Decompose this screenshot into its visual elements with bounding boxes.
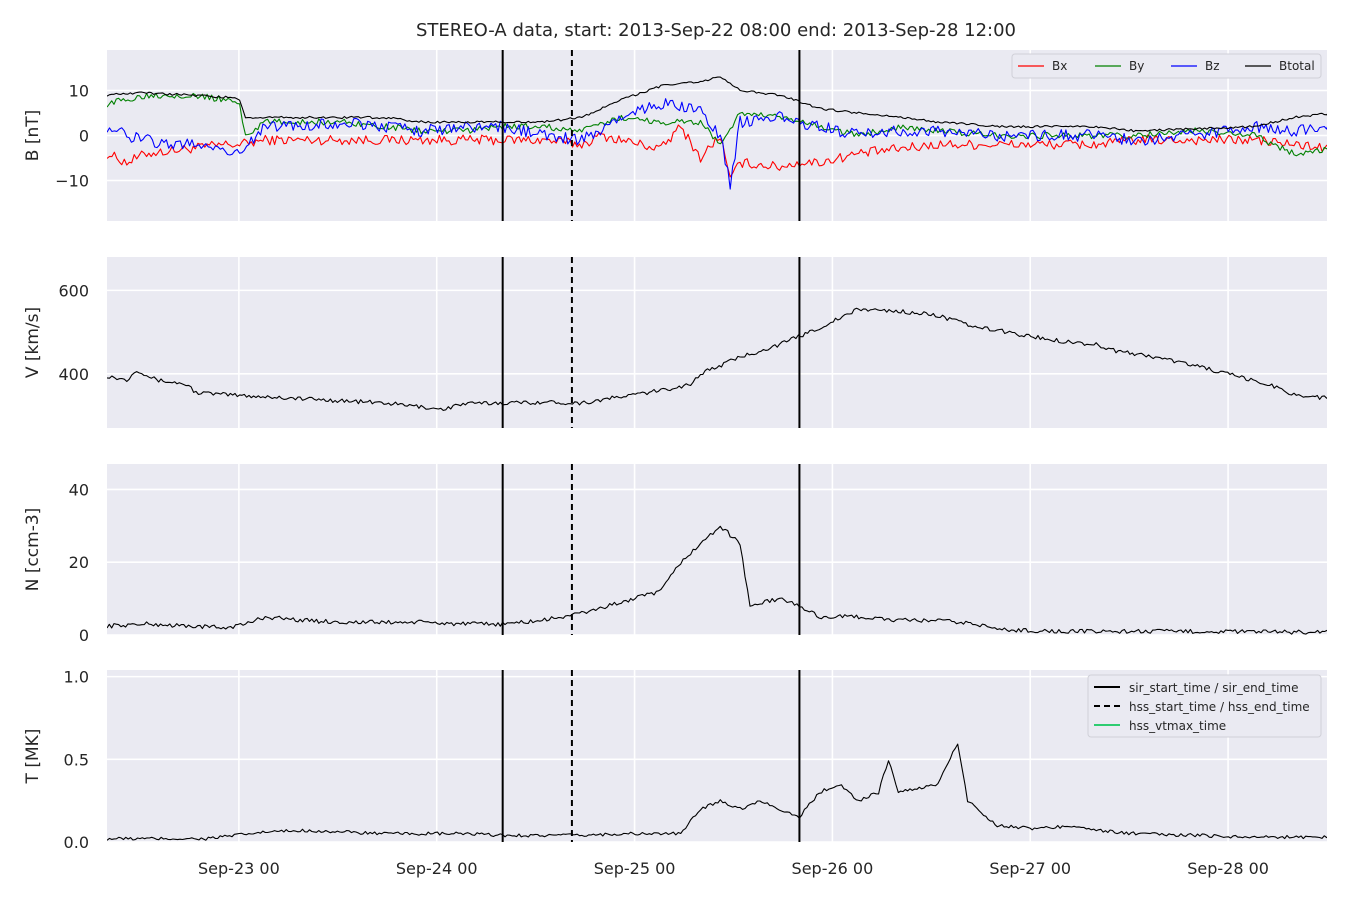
legend-label-Bx: Bx: [1052, 59, 1067, 73]
x-tick-label: Sep-26 00: [792, 859, 874, 878]
series-line-line: [107, 525, 1327, 635]
series-layer: [107, 525, 1327, 635]
y-tick-label: 0.5: [64, 750, 89, 769]
x-tick-label: Sep-24 00: [396, 859, 478, 878]
panel-3: 0 20 40 N [ccm-3]: [23, 464, 1327, 645]
y-axis-label: B [nT]: [23, 110, 43, 162]
plot-background: [107, 464, 1327, 635]
legend-label: hss_start_time / hss_end_time: [1129, 700, 1310, 714]
legend: Bx By Bz Btotal: [1011, 53, 1322, 79]
y-tick-label: 0: [79, 127, 89, 146]
y-axis-label: V [km/s]: [23, 307, 43, 378]
legend-label-By: By: [1129, 59, 1144, 73]
series-line-Bz: [107, 98, 1327, 190]
x-tick-label: Sep-23 00: [198, 859, 280, 878]
x-tick-label: Sep-28 00: [1187, 859, 1269, 878]
panels: −10 0 10 B [nT] Bx By Bz Btotal 400 600 V [km/s] 0 2…: [23, 50, 1327, 852]
y-tick-label: 10: [69, 82, 89, 101]
y-axis-label: T [MK]: [23, 729, 43, 785]
series-layer: [107, 743, 1327, 841]
y-tick-label: 0: [79, 626, 89, 645]
y-tick-label: 1.0: [64, 668, 89, 687]
legend-label-Bz: Bz: [1205, 59, 1220, 73]
y-tick-label: 40: [69, 480, 89, 499]
legend: sir_start_time / sir_end_time hss_start_t…: [1087, 674, 1322, 738]
legend-label: hss_vtmax_time: [1129, 719, 1226, 733]
x-tick-label: Sep-25 00: [594, 859, 676, 878]
legend-box: [1011, 53, 1322, 79]
series-line-line: [107, 307, 1327, 411]
legend-label-Btotal: Btotal: [1279, 59, 1315, 73]
series-line-Btotal: [107, 76, 1327, 133]
panel-1: −10 0 10 B [nT] Bx By Bz Btotal: [23, 50, 1327, 221]
y-tick-label: 400: [58, 365, 89, 384]
series-line-Bx: [107, 124, 1327, 178]
y-tick-label: 0.0: [64, 833, 89, 852]
panel-4: 0.0 0.5 1.0 T [MK] sir_start_time / sir_end_…: [23, 668, 1327, 852]
legend-label: sir_start_time / sir_end_time: [1129, 681, 1299, 695]
y-tick-label: −10: [55, 172, 89, 191]
series-line-By: [107, 92, 1327, 157]
panel-2: 400 600 V [km/s]: [23, 257, 1327, 428]
x-tick-label: Sep-27 00: [989, 859, 1071, 878]
y-tick-label: 20: [69, 553, 89, 572]
legend-box: [1087, 674, 1322, 738]
figure-title: STEREO-A data, start: 2013-Sep-22 08:00 …: [416, 20, 1016, 41]
series-line-line: [107, 743, 1327, 841]
series-layer: [107, 307, 1327, 411]
x-axis: Sep-23 00 Sep-24 00 Sep-25 00 Sep-26 00 Sep-…: [198, 859, 1269, 878]
y-tick-label: 600: [58, 281, 89, 300]
y-axis-label: N [ccm-3]: [23, 508, 43, 592]
series-layer: [107, 76, 1327, 190]
plot-background: [107, 257, 1327, 428]
